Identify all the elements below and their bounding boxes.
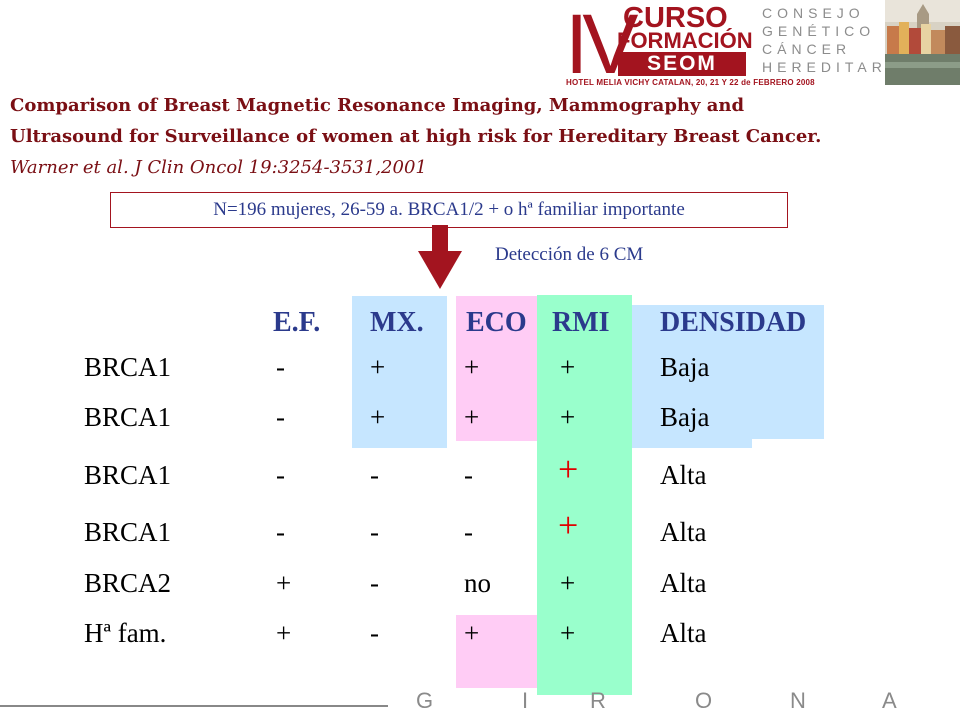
down-arrow-icon: [418, 225, 462, 289]
cell-densidad: Alta: [660, 517, 707, 547]
logo-seom: SEOM: [618, 52, 746, 76]
header-eco: ECO: [466, 307, 527, 338]
footer-letter: R: [590, 688, 606, 713]
cell-densidad: Baja: [660, 352, 710, 382]
cell-ef: -: [276, 517, 285, 547]
detection-count: Detección de 6 CM: [495, 244, 644, 265]
girona-city-photo: [885, 0, 960, 85]
logo-hotel-line: HOTEL MELIA VICHY CATALAN, 20, 21 Y 22 d…: [566, 78, 815, 87]
rmi-highlight-panel: [537, 295, 632, 695]
footer-rule: [0, 705, 388, 707]
header-densidad: DENSIDAD: [660, 307, 807, 338]
cell-densidad: Alta: [660, 618, 707, 648]
mx-highlight-panel: [352, 296, 447, 448]
cell-ef: -: [276, 460, 285, 490]
cell-ef: -: [276, 352, 285, 382]
cell-mx: -: [370, 517, 379, 547]
cell-ef: -: [276, 402, 285, 432]
cell-eco: no: [464, 568, 491, 598]
cell-rmi: +: [560, 402, 576, 432]
cell-densidad: Alta: [660, 460, 707, 490]
cell-eco: -: [464, 460, 473, 490]
seom-course-logo: IV CURSO FORMACIÓN SEOM HOTEL MELIA VICH…: [560, 0, 960, 92]
logo-curso: CURSO: [623, 2, 728, 34]
footer-letter: N: [790, 688, 806, 713]
logo-cancer: CÁNCER: [762, 41, 852, 57]
row-label: BRCA1: [84, 402, 172, 432]
cell-mx: -: [370, 568, 379, 598]
cell-mx: +: [370, 402, 386, 432]
row-label: BRCA1: [84, 517, 172, 547]
footer-letter: A: [882, 688, 897, 713]
row-label: BRCA1: [84, 460, 172, 490]
footer-letter: I: [522, 688, 529, 713]
cell-densidad: Alta: [660, 568, 707, 598]
cell-rmi: +: [560, 618, 576, 648]
cell-eco: -: [464, 517, 473, 547]
footer-letter: O: [695, 688, 713, 713]
cell-mx: -: [370, 460, 379, 490]
logo-consejo: CONSEJO: [762, 5, 865, 21]
cell-eco: +: [464, 402, 480, 432]
header-mx: MX.: [370, 307, 424, 338]
cell-eco: +: [464, 618, 480, 648]
cell-rmi-highlight: +: [558, 505, 579, 545]
density-highlight-tab: [632, 439, 752, 448]
logo-genetico: GENÉTICO: [762, 23, 876, 39]
cell-rmi: +: [560, 568, 576, 598]
cell-ef: +: [276, 568, 292, 598]
cohort-box: N=196 mujeres, 26-59 a. BRCA1/2 + o hª f…: [110, 192, 788, 228]
logo-formacion: FORMACIÓN: [617, 28, 753, 53]
logo-hereditario: HEREDITARIO: [762, 59, 912, 75]
header-ef: E.F.: [273, 307, 321, 338]
cell-eco: +: [464, 352, 480, 382]
cell-rmi-highlight: +: [558, 449, 579, 489]
cell-rmi: +: [560, 352, 576, 382]
density-highlight-panel: [632, 305, 824, 439]
eco-highlight-panel-lower: [456, 615, 538, 688]
row-label: BRCA1: [84, 352, 172, 382]
eco-highlight-panel: [456, 296, 538, 441]
study-reference: Warner et al. J Clin Oncol 19:3254-3531,…: [10, 157, 427, 178]
study-title-text: Comparison of Breast Magnetic Resonance …: [10, 95, 822, 147]
cell-mx: -: [370, 618, 379, 648]
cell-ef: +: [276, 618, 292, 648]
cell-densidad: Baja: [660, 402, 710, 432]
study-title: Comparison of Breast Magnetic Resonance …: [10, 90, 830, 183]
footer-letter: G: [416, 688, 434, 713]
cell-mx: +: [370, 352, 386, 382]
row-label: BRCA2: [84, 568, 172, 598]
header-rmi: RMI: [552, 307, 610, 338]
row-label: Hª fam.: [84, 618, 167, 648]
